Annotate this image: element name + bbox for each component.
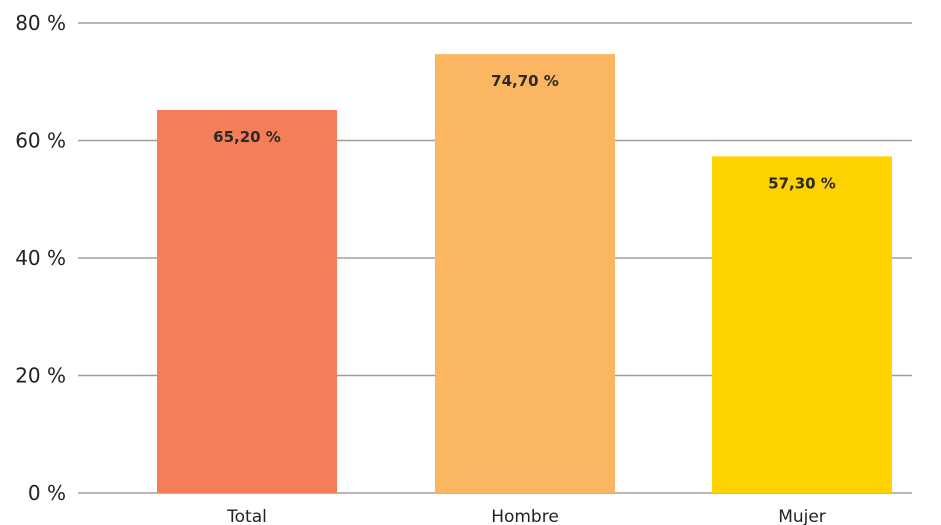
category-label: Hombre (491, 507, 559, 525)
bar-hombre (435, 54, 615, 493)
data-label: 65,20 % (213, 128, 281, 146)
y-tick-label: 0 % (28, 481, 66, 505)
data-label: 74,70 % (491, 72, 559, 90)
category-label: Mujer (778, 507, 826, 525)
data-labels: 65,20 % 74,70 % 57,30 % (213, 72, 836, 192)
data-label: 57,30 % (768, 174, 836, 192)
bar-total (157, 109, 337, 493)
bar-mujer (712, 156, 892, 494)
y-tick-label: 80 % (15, 11, 66, 35)
y-tick-label: 40 % (15, 246, 66, 270)
y-tick-label: 20 % (15, 364, 66, 388)
bars (157, 54, 892, 494)
x-axis-category-labels: Total Hombre Mujer (226, 507, 826, 525)
y-tick-label: 60 % (15, 129, 66, 153)
y-axis-tick-labels: 0 % 20 % 40 % 60 % 80 % (15, 11, 66, 505)
category-label: Total (226, 507, 267, 525)
